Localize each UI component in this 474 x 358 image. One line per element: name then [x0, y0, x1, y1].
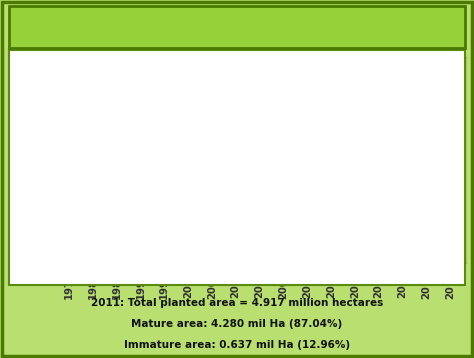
Text: 2011: Total planted area = 4.917 million hectares: 2011: Total planted area = 4.917 million… — [91, 297, 383, 308]
Text: Immature area: 0.637 mil Ha (12.96%): Immature area: 0.637 mil Ha (12.96%) — [124, 340, 350, 350]
Y-axis label: Million Ha.: Million Ha. — [16, 127, 26, 193]
Text: Mature area: 4.280 mil Ha (87.04%): Mature area: 4.280 mil Ha (87.04%) — [131, 319, 343, 329]
Text: Planted area of palm oil in Malaysia – million hectares: Planted area of palm oil in Malaysia – m… — [14, 20, 460, 35]
